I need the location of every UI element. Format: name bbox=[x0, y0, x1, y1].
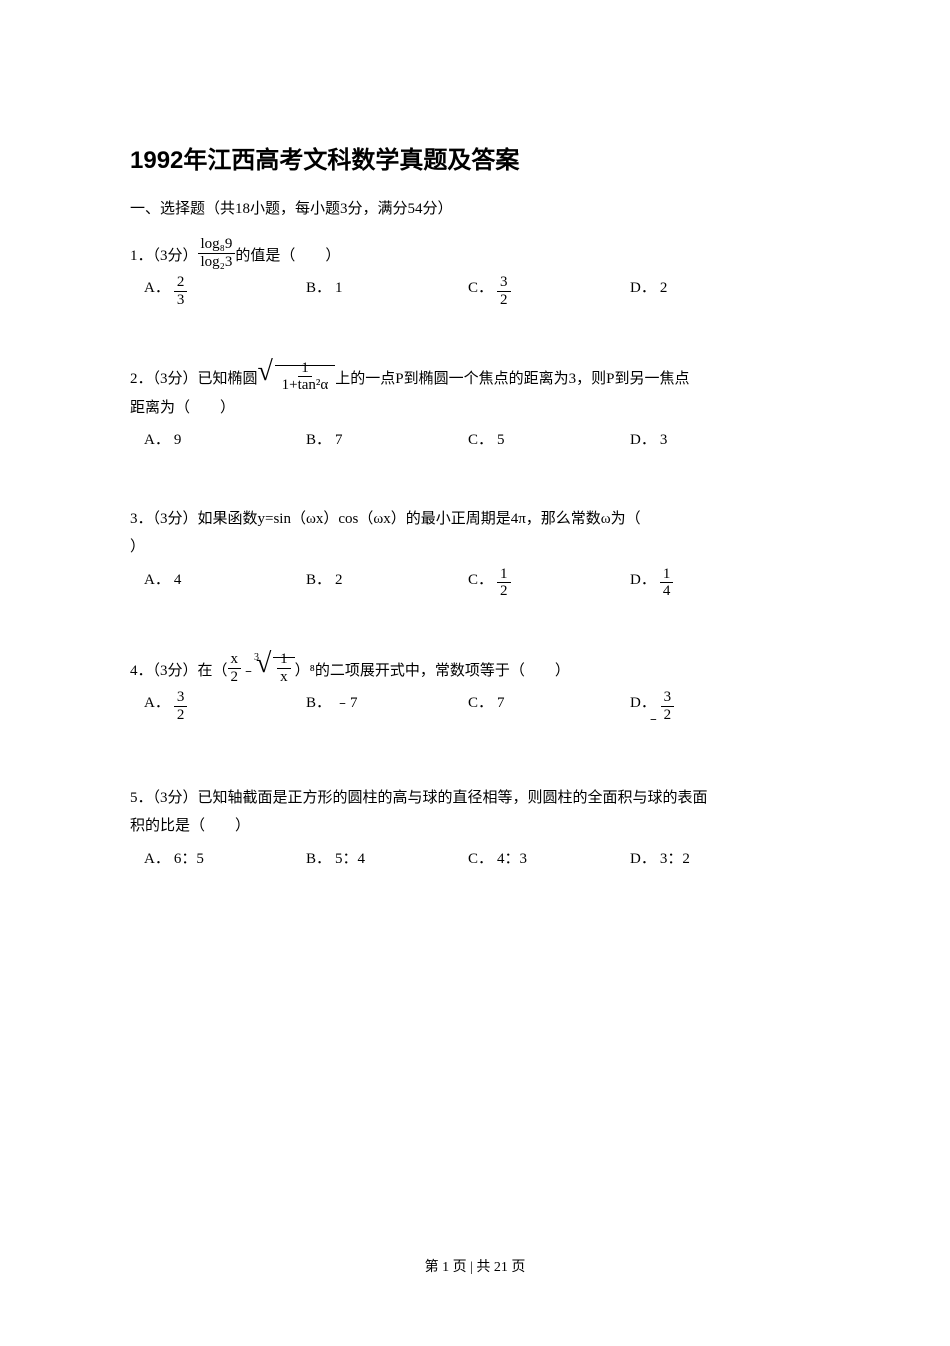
q3-option-a: A． 4 bbox=[144, 566, 306, 600]
q3-option-c: C． 1 2 bbox=[468, 566, 630, 600]
q4-option-a: A． 3 2 bbox=[144, 689, 306, 734]
question-4: 4．（3分）在（ x 2 ﹣ 3 √ 1 x ）⁸的二项展开式中，常数项等于（ … bbox=[130, 650, 820, 734]
q5-option-c: C． 4：3 bbox=[468, 845, 630, 874]
q2-line2: 距离为（ ） bbox=[130, 394, 820, 423]
question-5: 5．（3分）已知轴截面是正方形的圆柱的高与球的直径相等，则圆柱的全面积与球的表面… bbox=[130, 784, 820, 874]
q3-option-b: B． 2 bbox=[306, 566, 468, 600]
q4-option-d: D． 3 2 ﹣ bbox=[630, 689, 792, 734]
q4-frac1: x 2 bbox=[228, 651, 242, 685]
q2-options: A． 9 B． 7 C． 5 D． 3 bbox=[130, 426, 820, 455]
q1-fraction: log₈9 log₂3 bbox=[198, 236, 236, 270]
q4-option-b: B． ﹣7 bbox=[306, 689, 468, 734]
q2-option-b: B． 7 bbox=[306, 426, 468, 455]
q4-tail: ）⁸的二项展开式中，常数项等于（ ） bbox=[295, 657, 570, 686]
q3-line1: 3．（3分）如果函数y=sin（ωx）cos（ωx）的最小正周期是4π，那么常数… bbox=[130, 505, 820, 534]
q5-option-b: B． 5：4 bbox=[306, 845, 468, 874]
q4-a-frac: 3 2 bbox=[174, 689, 188, 723]
q1-number: 1．（3分） bbox=[130, 242, 198, 271]
q5-line2: 积的比是（ ） bbox=[130, 812, 820, 841]
q1-options: A． 2 3 B． 1 C． 3 2 D． 2 bbox=[130, 274, 820, 308]
q2-sqrt: √ 1 1+tan²α bbox=[258, 358, 336, 394]
q2-option-d: D． 3 bbox=[630, 426, 792, 455]
q4-cbrt: 3 √ 1 x bbox=[256, 650, 295, 686]
q1-option-c: C． 3 2 bbox=[468, 274, 630, 308]
q3-option-d: D． 1 4 bbox=[630, 566, 792, 600]
q4-number: 4．（3分）在（ bbox=[130, 657, 228, 686]
page-footer: 第 1 页 | 共 21 页 bbox=[0, 1256, 950, 1276]
q1-option-d: D． 2 bbox=[630, 274, 792, 308]
q5-options: A． 6：5 B． 5：4 C． 4：3 D． 3：2 bbox=[130, 845, 820, 874]
q1-c-frac: 3 2 bbox=[497, 274, 511, 308]
sqrt-icon: √ bbox=[258, 356, 273, 387]
q3-c-frac: 1 2 bbox=[497, 566, 511, 600]
q3-d-frac: 1 4 bbox=[660, 566, 674, 600]
q2-option-c: C． 5 bbox=[468, 426, 630, 455]
question-2: 2．（3分）已知椭圆 √ 1 1+tan²α 上的一点P到椭圆一个焦点的距离为3… bbox=[130, 358, 820, 455]
q4-d-frac: 3 2 bbox=[661, 689, 675, 723]
question-1: 1．（3分） log₈9 log₂3 的值是（ ） A． 2 3 B． 1 C．… bbox=[130, 236, 820, 308]
section-heading: 一、选择题（共18小题，每小题3分，满分54分） bbox=[130, 197, 820, 218]
question-3: 3．（3分）如果函数y=sin（ωx）cos（ωx）的最小正周期是4π，那么常数… bbox=[130, 505, 820, 600]
q5-option-a: A． 6：5 bbox=[144, 845, 306, 874]
q4-options: A． 3 2 B． ﹣7 C． 7 D． 3 2 ﹣ bbox=[130, 689, 820, 734]
q3-options: A． 4 B． 2 C． 1 2 D． 1 4 bbox=[130, 566, 820, 600]
q1-option-b: B． 1 bbox=[306, 274, 468, 308]
q1-tail: 的值是（ ） bbox=[235, 242, 340, 271]
q2-option-a: A． 9 bbox=[144, 426, 306, 455]
q1-a-frac: 2 3 bbox=[174, 274, 188, 308]
q3-line2: ） bbox=[130, 533, 820, 562]
q2-number: 2．（3分）已知椭圆 bbox=[130, 365, 258, 394]
q4-option-c: C． 7 bbox=[468, 689, 630, 734]
page-title: 1992年江西高考文科数学真题及答案 bbox=[130, 140, 820, 175]
q5-option-d: D． 3：2 bbox=[630, 845, 792, 874]
q2-mid: 上的一点P到椭圆一个焦点的距离为3，则P到另一焦点 bbox=[335, 365, 689, 394]
q5-line1: 5．（3分）已知轴截面是正方形的圆柱的高与球的直径相等，则圆柱的全面积与球的表面 bbox=[130, 784, 820, 813]
q1-option-a: A． 2 3 bbox=[144, 274, 306, 308]
